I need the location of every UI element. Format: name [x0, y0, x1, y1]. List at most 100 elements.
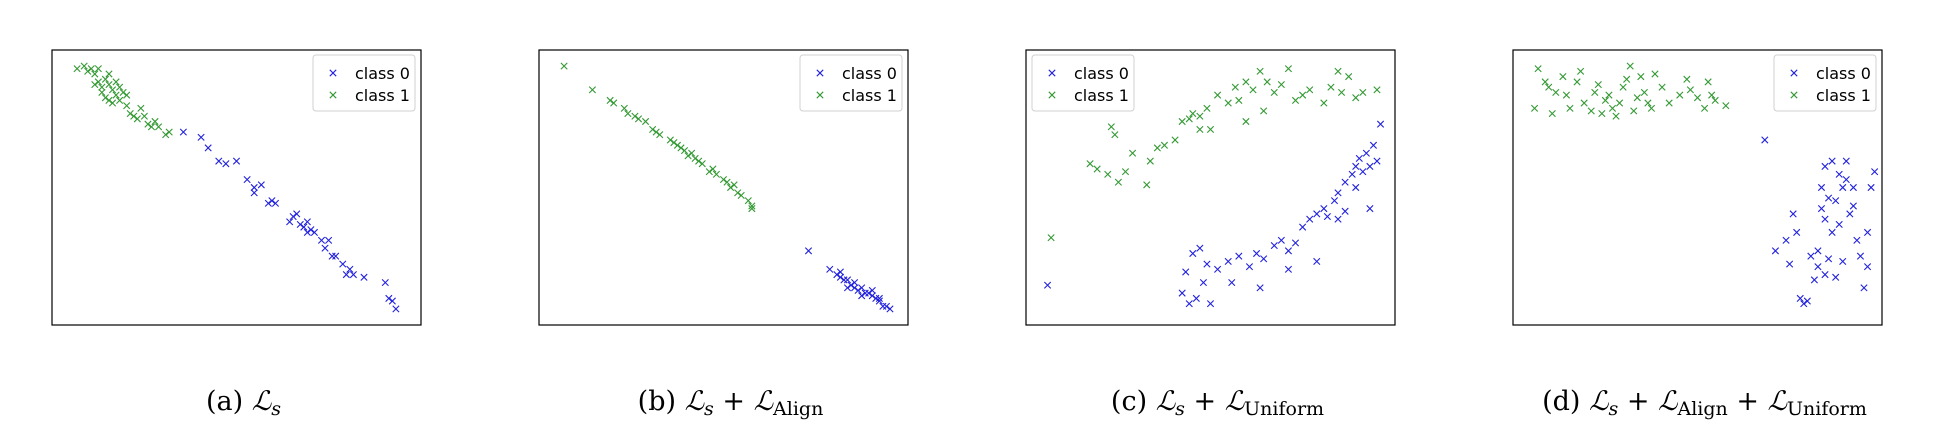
point-class1-c-14 [1189, 109, 1197, 118]
point-class0-d-30 [1849, 183, 1857, 192]
caption-label-a: (a) [206, 386, 252, 417]
legend-entry-1-a: class 1 [355, 86, 410, 105]
point-class0-c-31 [1341, 207, 1349, 215]
point-class0-c-13 [1299, 223, 1307, 231]
point-class1-b-18 [695, 157, 703, 165]
point-class0-b-21 [875, 294, 883, 302]
point-class1-c-20 [1231, 83, 1239, 91]
point-class1-c-42 [1196, 125, 1204, 134]
point-class1-a-29 [94, 65, 102, 73]
point-class1-b-21 [712, 170, 721, 178]
point-class0-d-34 [1817, 183, 1826, 192]
point-class1-c-24 [1256, 67, 1264, 75]
point-class1-b-16 [684, 152, 692, 160]
point-class1-a-15 [112, 78, 120, 86]
legend-box-c [1031, 54, 1135, 112]
point-class1-a-34 [151, 117, 159, 126]
point-class1-d-41 [1704, 78, 1712, 86]
point-class0-a-20 [310, 228, 319, 236]
point-class0-d-7 [1800, 300, 1808, 308]
point-class1-c-2 [1093, 165, 1101, 173]
legend-a: class 0 class 1 [312, 54, 416, 112]
point-class0-c-8 [1260, 255, 1268, 263]
point-class0-c-19 [1334, 189, 1342, 197]
point-class0-a-32 [388, 297, 396, 305]
point-class0-b-15 [875, 297, 883, 305]
point-class1-d-3 [1552, 88, 1560, 97]
point-class1-b-4 [620, 104, 628, 112]
point-class1-b-7 [634, 115, 643, 123]
point-class1-d-6 [1566, 104, 1574, 112]
point-class0-d-39 [1839, 257, 1847, 266]
point-class0-d-8 [1803, 297, 1811, 305]
point-class1-d-16 [1608, 104, 1617, 112]
point-class1-d-19 [1623, 75, 1631, 83]
caption-symbol-c: ℒ [1155, 386, 1176, 417]
point-class0-a-1 [197, 133, 205, 141]
point-class1-d-32 [1693, 94, 1702, 102]
point-class0-c-34 [1185, 300, 1193, 308]
point-class1-d-29 [1676, 91, 1684, 99]
point-class0-a-26 [346, 265, 354, 273]
point-class1-d-4 [1559, 73, 1567, 81]
point-class0-b-22 [886, 305, 894, 313]
legend-b: class 0 class 1 [799, 54, 903, 112]
subplot-c: class 0 class 1 (c) ℒs + ℒUniform [974, 0, 1461, 440]
point-class0-b-13 [868, 292, 876, 300]
point-class1-c-35 [1337, 88, 1346, 97]
point-class1-d-26 [1651, 70, 1659, 78]
point-class1-b-23 [723, 178, 731, 186]
legend-entry-0-c: class 0 [1074, 64, 1129, 83]
point-class1-b-12 [666, 136, 674, 144]
point-class1-a-20 [126, 109, 134, 118]
point-class0-c-18 [1330, 197, 1339, 205]
point-class0-a-25 [339, 260, 347, 268]
point-class1-a-8 [105, 80, 113, 89]
point-class1-c-19 [1224, 99, 1232, 107]
point-class1-c-39 [1373, 86, 1381, 94]
point-class1-c-26 [1270, 88, 1278, 97]
point-class0-a-13 [286, 218, 294, 226]
legend-box-d [1773, 54, 1877, 112]
point-class1-a-3 [87, 65, 95, 73]
legend-entry-1-b: class 1 [842, 86, 897, 105]
point-class1-a-16 [116, 83, 124, 91]
point-class1-d-39 [1612, 112, 1620, 120]
caption-term-d-2: + ℒ [1727, 386, 1787, 417]
point-class0-c-39 [1196, 244, 1204, 252]
point-class0-c-12 [1291, 239, 1300, 247]
point-class1-d-37 [1530, 104, 1539, 112]
legend-entry-0-b: class 0 [842, 64, 897, 83]
point-class1-b-25 [730, 181, 738, 189]
point-class1-a-0 [73, 65, 81, 73]
point-class1-a-33 [137, 104, 145, 112]
legend-marker-1-c [1048, 91, 1056, 99]
point-class0-d-4 [1789, 210, 1797, 218]
point-class1-c-11 [1171, 136, 1179, 144]
point-class0-a-30 [381, 278, 389, 287]
legend-marker-1-a [329, 91, 337, 99]
point-class1-c-3 [1104, 170, 1112, 178]
point-class1-c-9 [1153, 144, 1161, 152]
point-class0-c-0 [1043, 281, 1052, 289]
scatter-plot-d: class 0 class 1 [1512, 49, 1883, 326]
point-class0-d-31 [1863, 228, 1872, 236]
point-class0-a-10 [264, 199, 272, 207]
caption-term-c-0: + ℒ [1184, 386, 1245, 417]
legend-entry-1-d: class 1 [1816, 86, 1871, 105]
point-class1-b-8 [641, 117, 650, 126]
point-class0-a-35 [289, 212, 297, 221]
point-class0-a-19 [307, 226, 315, 234]
point-class1-b-11 [656, 131, 664, 139]
point-class0-d-15 [1828, 228, 1836, 236]
point-class1-b-14 [677, 144, 685, 152]
legend-entry-0-a: class 0 [355, 64, 410, 83]
point-class0-d-38 [1832, 273, 1840, 281]
scatter-plot-b: class 0 class 1 [538, 49, 909, 326]
point-class1-b-24 [726, 183, 735, 192]
point-class1-b-15 [680, 146, 689, 155]
point-class1-d-21 [1633, 94, 1641, 102]
point-class0-a-5 [232, 157, 241, 165]
point-class0-b-1 [826, 265, 834, 273]
point-class0-c-4 [1224, 257, 1232, 266]
